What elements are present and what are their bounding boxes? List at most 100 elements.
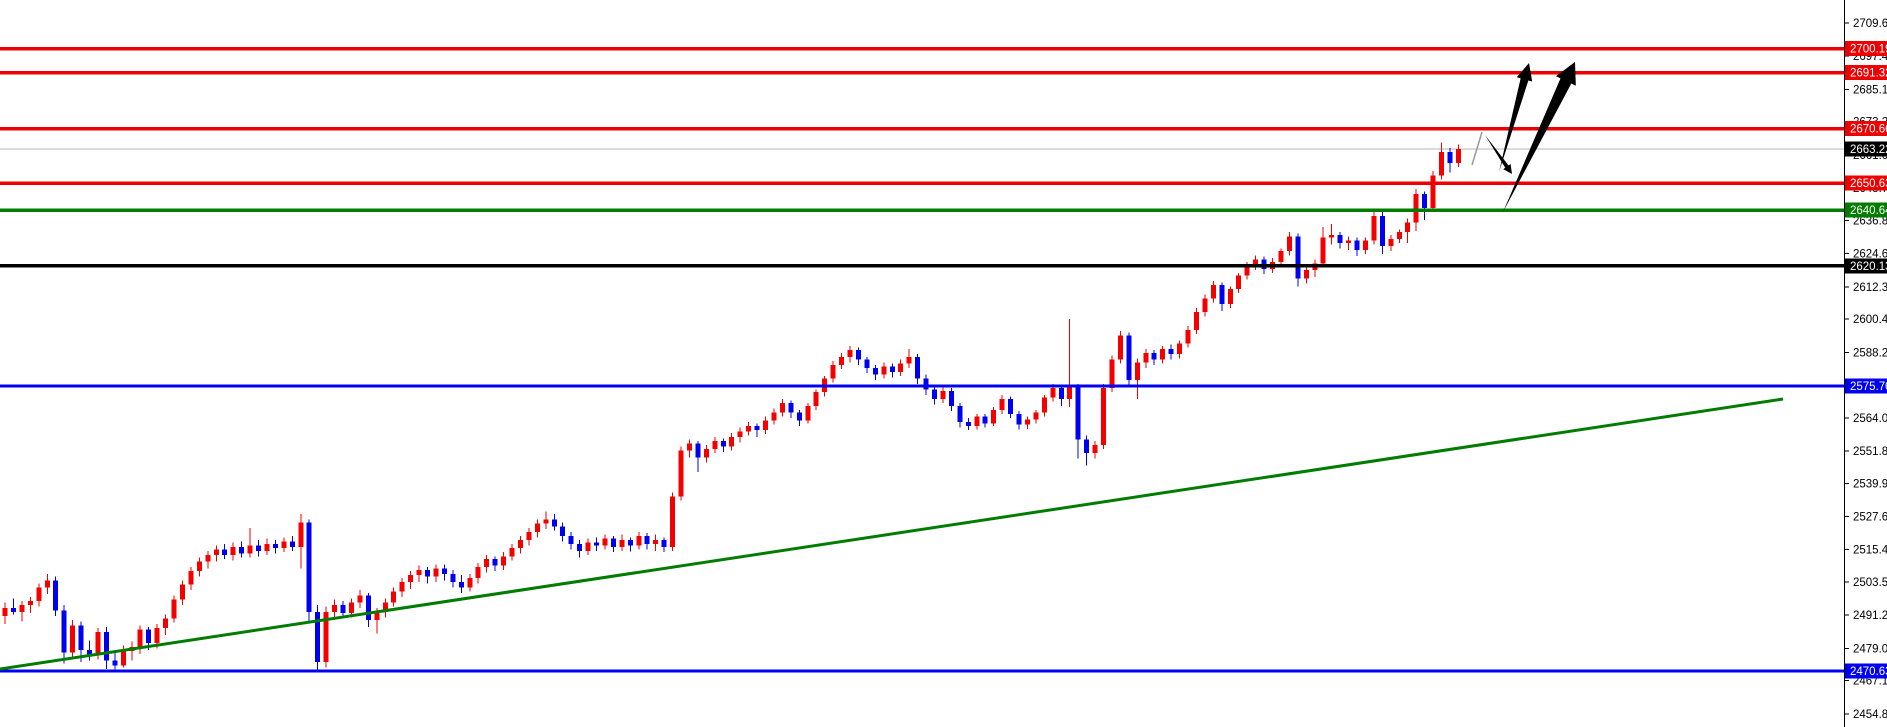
candle-body <box>509 548 515 557</box>
candle-body <box>1109 359 1115 389</box>
candle-body <box>1092 445 1098 454</box>
projection-up-arrow-2[interactable] <box>1503 62 1576 212</box>
candle-body <box>1244 264 1250 276</box>
candle-body <box>653 539 659 545</box>
candle-body <box>1134 362 1140 380</box>
candle-body <box>70 625 76 653</box>
pullback-down-arrow[interactable] <box>1485 135 1512 174</box>
candle-body <box>610 538 616 547</box>
candle-body <box>391 591 397 603</box>
candle-body <box>1143 352 1149 363</box>
axis-tick-label: 2551.80 <box>1853 446 1887 458</box>
candle-body <box>1362 240 1368 250</box>
candle-body <box>577 544 583 551</box>
projection-up-arrow-1[interactable] <box>1499 63 1533 172</box>
axis-tick-label: 2600.45 <box>1853 314 1887 326</box>
candle-body <box>1439 152 1444 176</box>
candle-body <box>154 628 160 644</box>
candle-body <box>36 587 42 601</box>
candle-body <box>171 599 177 619</box>
axis-tick-label: 2564.05 <box>1853 413 1887 425</box>
current-price-badge: 2663.22 <box>1850 144 1887 156</box>
price-badge-2691.32: 2691.32 <box>1850 68 1887 80</box>
trendline-support[interactable] <box>0 397 1784 671</box>
candle-body <box>1202 298 1208 313</box>
candle-body <box>1388 238 1394 246</box>
candle-body <box>205 554 211 562</box>
price-badge-2700.19-bg <box>1845 41 1887 57</box>
candle-body <box>382 602 388 612</box>
candle-body <box>1075 386 1081 440</box>
candle-body <box>526 531 532 540</box>
candle-body <box>889 366 895 372</box>
candle-body <box>779 403 785 413</box>
candle-body <box>475 567 481 578</box>
pullback-sketch-line[interactable] <box>1471 131 1483 166</box>
candle-body <box>256 545 261 551</box>
candle-body <box>137 629 143 648</box>
candle-body <box>408 575 414 583</box>
candle-body <box>196 561 202 572</box>
candle-body <box>1295 236 1301 279</box>
axis-tick-label: 2454.85 <box>1853 709 1887 721</box>
candle-body <box>695 443 701 458</box>
candle-body <box>551 519 557 527</box>
candle-body <box>53 580 59 611</box>
candle-body <box>10 607 16 612</box>
candle-body <box>492 558 498 566</box>
price-badge-2670.66-bg <box>1845 121 1887 137</box>
candle-body <box>1067 386 1073 399</box>
candle-body <box>87 649 92 656</box>
candle-body <box>788 403 794 413</box>
candle-body <box>78 625 84 650</box>
candle-body <box>864 359 870 368</box>
candle-body <box>425 569 430 577</box>
candle-body <box>754 426 760 431</box>
axis-tick-label: 2479.00 <box>1853 643 1887 655</box>
candle-body <box>1041 397 1047 413</box>
candle-body <box>1024 419 1030 425</box>
axis-tick-label: 2491.25 <box>1853 610 1887 622</box>
candle-body <box>1227 289 1233 305</box>
candle-body <box>2 607 8 616</box>
candle-body <box>898 363 904 372</box>
candle-body <box>306 522 312 612</box>
candle-body <box>1084 439 1090 454</box>
price-badge-2640.64: 2640.64 <box>1850 205 1887 217</box>
axis-tick-label: 2467.10 <box>1853 676 1887 688</box>
candle-body <box>1371 215 1377 241</box>
price-badge-2700.19: 2700.19 <box>1850 44 1887 56</box>
candle-body <box>940 390 946 399</box>
candle-body <box>1346 240 1352 244</box>
candle-body <box>188 571 194 585</box>
candle-body <box>915 356 921 379</box>
price-badge-2691.32-bg <box>1845 65 1887 81</box>
candle-body <box>112 660 118 666</box>
candle-body <box>881 366 887 375</box>
candle-body <box>568 535 574 545</box>
candle-body <box>1396 232 1402 239</box>
candle-body <box>923 378 929 390</box>
candle-body <box>1210 285 1216 299</box>
candle-body <box>644 535 650 545</box>
candle-body <box>686 443 692 451</box>
candle-body <box>416 569 422 576</box>
candle-body <box>501 556 507 566</box>
candle-body <box>670 496 676 547</box>
candle-body <box>729 436 735 447</box>
candle-body <box>1278 251 1284 263</box>
candle-body <box>315 611 321 663</box>
current-price-badge-bg <box>1845 141 1887 157</box>
candle-body <box>991 409 997 424</box>
candle-body <box>534 523 540 532</box>
candle-body <box>1168 348 1174 355</box>
candle-body <box>737 431 743 437</box>
candle-body <box>357 595 363 603</box>
candle-body <box>103 632 109 661</box>
candle-body <box>1126 335 1132 380</box>
candle-body <box>1379 215 1385 246</box>
candle-body <box>1447 152 1453 164</box>
candle-body <box>1337 234 1343 244</box>
